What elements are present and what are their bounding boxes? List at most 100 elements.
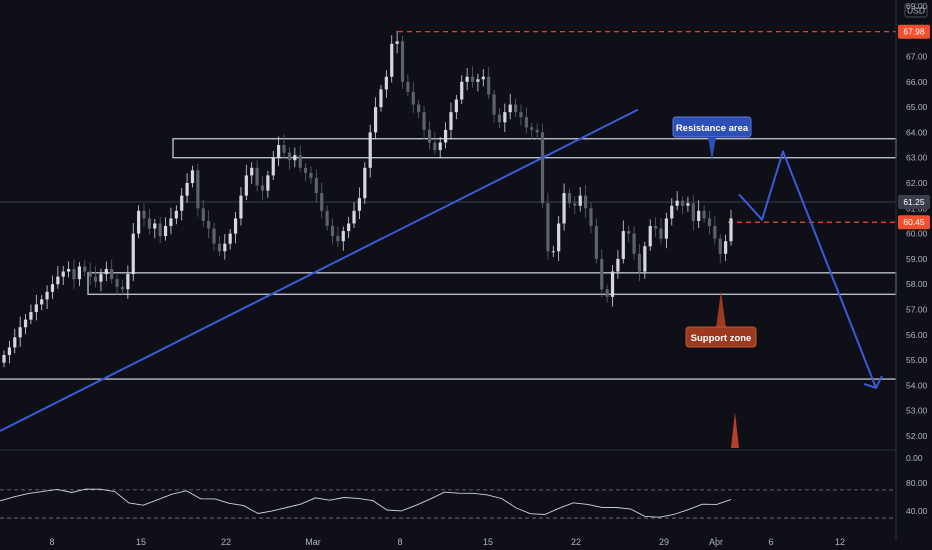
candle[interactable] [217, 243, 222, 252]
candle[interactable] [277, 145, 281, 158]
candle[interactable] [250, 167, 254, 176]
candle[interactable] [190, 170, 195, 183]
candle[interactable] [72, 269, 76, 280]
candle[interactable] [207, 220, 211, 229]
candle[interactable] [610, 271, 615, 297]
candle[interactable] [158, 223, 162, 237]
candle[interactable] [675, 200, 679, 206]
candle[interactable] [476, 79, 480, 82]
candle[interactable] [654, 226, 658, 229]
candle[interactable] [395, 41, 399, 44]
candle[interactable] [180, 195, 184, 211]
candle[interactable] [50, 284, 55, 292]
candle[interactable] [680, 200, 685, 206]
candle[interactable] [562, 193, 566, 224]
candle[interactable] [347, 223, 351, 232]
candle[interactable] [406, 81, 410, 92]
candle[interactable] [303, 167, 308, 173]
candle[interactable] [368, 132, 372, 168]
rsi-line[interactable] [0, 488, 732, 518]
candle[interactable] [137, 210, 141, 234]
currency-box[interactable] [904, 3, 928, 18]
candle[interactable] [93, 276, 98, 282]
candle[interactable] [659, 228, 663, 239]
candle[interactable] [131, 233, 135, 275]
candle[interactable] [589, 208, 593, 227]
candle[interactable] [605, 289, 609, 297]
candle[interactable] [594, 226, 598, 259]
candle[interactable] [153, 223, 157, 229]
candle[interactable] [373, 107, 378, 133]
candle[interactable] [23, 319, 28, 328]
candle[interactable] [314, 177, 318, 194]
projection-path[interactable] [738, 150, 877, 389]
candle[interactable] [411, 91, 415, 105]
candle[interactable] [540, 132, 545, 204]
candle[interactable] [18, 327, 22, 338]
candle[interactable] [115, 279, 119, 287]
candle[interactable] [492, 94, 496, 115]
candle[interactable] [45, 291, 49, 300]
candle[interactable] [61, 271, 65, 277]
candle[interactable] [83, 266, 87, 272]
rsi-pane[interactable]: 40.00 80.00 0.00 [0, 453, 928, 519]
candle[interactable] [400, 41, 405, 82]
price-pane[interactable]: Resistance area Support zone [0, 30, 897, 451]
candle[interactable] [260, 185, 265, 191]
candle[interactable] [686, 203, 690, 206]
candle[interactable] [77, 266, 81, 280]
candle[interactable] [244, 175, 248, 196]
candle[interactable] [99, 274, 103, 282]
candle[interactable] [341, 231, 345, 242]
candle[interactable] [201, 208, 205, 221]
candle[interactable] [513, 104, 518, 113]
candle[interactable] [627, 231, 631, 234]
candle[interactable] [546, 203, 550, 252]
candle[interactable] [196, 170, 200, 209]
candle[interactable] [724, 241, 728, 254]
candle[interactable] [40, 299, 44, 305]
candle[interactable] [325, 210, 329, 227]
trendline[interactable] [0, 108, 639, 432]
candle[interactable] [567, 193, 572, 204]
candle[interactable] [470, 76, 475, 82]
candle[interactable] [56, 276, 60, 285]
candle[interactable] [557, 223, 561, 252]
candle[interactable] [88, 271, 92, 277]
candle[interactable] [460, 81, 464, 100]
candle[interactable] [422, 112, 426, 130]
candle[interactable] [2, 355, 6, 363]
candle[interactable] [443, 129, 448, 143]
candle[interactable] [298, 155, 302, 168]
candle[interactable] [481, 76, 485, 80]
candle[interactable] [185, 183, 189, 196]
candle[interactable] [142, 210, 146, 219]
candle[interactable] [524, 117, 528, 128]
candle[interactable] [535, 129, 539, 133]
candle[interactable] [616, 258, 620, 272]
candle[interactable] [34, 304, 38, 313]
candle[interactable] [573, 203, 577, 206]
time-axis[interactable]: 8 15 22 Mar 8 15 22 29 Apr 6 12 [49, 537, 845, 547]
candle[interactable] [223, 243, 227, 252]
candle[interactable] [104, 269, 108, 275]
candle[interactable] [530, 127, 534, 130]
candle[interactable] [551, 251, 555, 253]
candle[interactable] [309, 172, 313, 178]
candle[interactable] [239, 195, 243, 219]
candle[interactable] [648, 226, 652, 247]
candle[interactable] [670, 205, 674, 219]
candle[interactable] [427, 129, 432, 143]
candle[interactable] [600, 258, 604, 290]
candle[interactable] [379, 89, 383, 108]
candle[interactable] [433, 142, 437, 151]
candle[interactable] [336, 236, 340, 242]
candle[interactable] [449, 112, 453, 130]
candle[interactable] [110, 269, 114, 280]
candle[interactable] [621, 231, 625, 259]
candle[interactable] [120, 286, 125, 290]
candle[interactable] [228, 233, 232, 244]
candle[interactable] [637, 253, 642, 272]
candle[interactable] [271, 157, 275, 176]
